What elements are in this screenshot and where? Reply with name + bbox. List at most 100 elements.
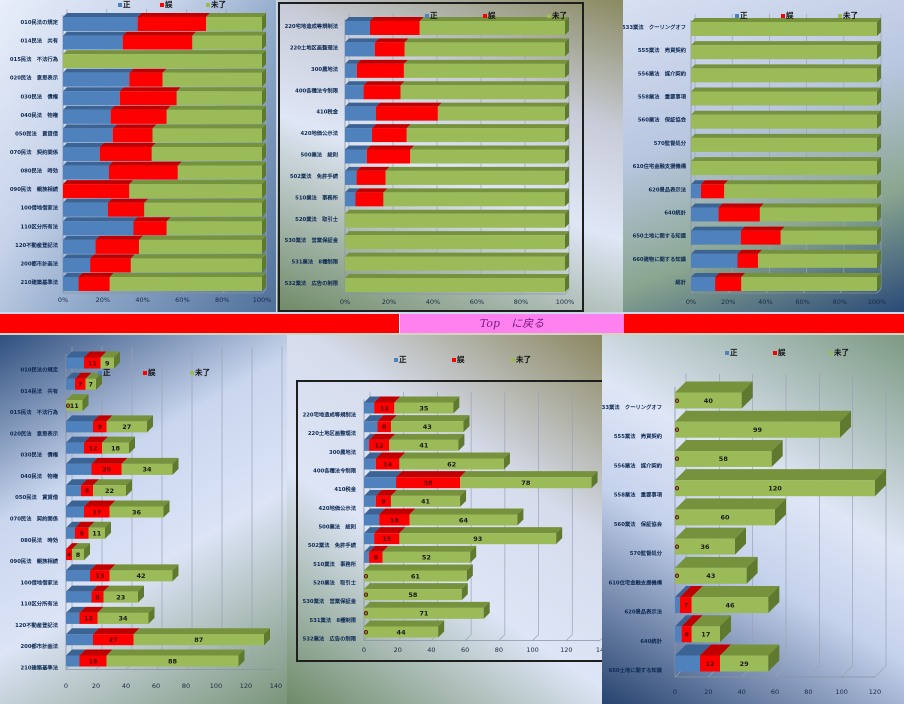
bar-segment-correct — [691, 277, 716, 291]
back-to-top-link[interactable]: Top に戻る — [399, 314, 624, 333]
data-label: 12 — [375, 442, 384, 450]
bar-segment-incomplete — [151, 147, 262, 161]
category-label: 510業法 事務所 — [313, 560, 357, 568]
category-label: 558業法 重要事項 — [614, 491, 663, 499]
category-label: 620景品表示法 — [624, 608, 662, 616]
bar-segment-correct — [66, 378, 75, 390]
bar-segment-incomplete — [88, 527, 105, 539]
category-label: 020民法 意思表示 — [10, 429, 59, 437]
data-label: 13 — [95, 572, 104, 580]
bar-segment-correct — [345, 63, 357, 78]
bar-top-wrong — [129, 68, 167, 73]
x-tick-label: 100 — [526, 646, 538, 654]
bar-segment-correct — [63, 258, 91, 273]
data-label: 29 — [740, 660, 750, 668]
bar-side — [877, 133, 881, 152]
bar-side — [877, 87, 881, 106]
bar-segment-wrong — [374, 402, 395, 414]
bar-segment-wrong — [99, 147, 152, 161]
legend-label: 未了 — [211, 0, 226, 9]
bar-segment-incomplete — [106, 421, 147, 433]
data-label: 12 — [705, 660, 714, 668]
bar-top-wrong — [93, 415, 113, 422]
bar-segment-correct — [66, 357, 84, 369]
legend-label: 未了 — [834, 347, 849, 357]
bar-side — [461, 583, 468, 601]
bar-side — [96, 372, 102, 390]
bar-top-correct — [63, 235, 100, 240]
bar-top-wrong — [133, 217, 171, 222]
data-label: 78 — [521, 479, 531, 487]
bar-top-incomplete — [364, 601, 490, 608]
bar-segment-incomplete — [102, 442, 129, 454]
bar-top-incomplete — [85, 372, 102, 379]
bar-top-incomplete — [390, 415, 470, 422]
category-label: 650土地に関する知識 — [609, 666, 663, 674]
bar-top-incomplete — [162, 68, 266, 73]
bar-top-wrong — [122, 31, 197, 36]
bar-segment-incomplete — [691, 626, 720, 643]
bar-segment-incomplete — [389, 439, 459, 451]
bar-side — [163, 500, 170, 518]
bar-top-wrong — [91, 457, 128, 464]
bar-top-wrong — [377, 415, 397, 422]
bar-side — [875, 469, 886, 497]
bar-top-correct — [345, 166, 361, 171]
bar-top-incomplete — [66, 394, 89, 401]
bar-segment-wrong — [110, 109, 167, 124]
bar-segment-wrong — [377, 421, 391, 433]
bar-segment-correct — [691, 230, 741, 245]
bar-segment-correct — [63, 128, 113, 143]
bar-segment-wrong — [375, 458, 400, 470]
category-label: 300農地法 — [329, 448, 357, 456]
bar-segment-wrong — [396, 477, 461, 489]
bar-segment-wrong — [379, 514, 410, 526]
x-tick-label: 20 — [704, 688, 712, 696]
gridline-floor — [275, 663, 283, 670]
bar-side — [503, 452, 510, 470]
data-label: 88 — [168, 657, 178, 665]
bar-top-correct — [66, 606, 86, 613]
bar-segment-incomplete — [691, 91, 877, 106]
bar-side — [565, 124, 569, 143]
bar-top-wrong — [700, 180, 729, 185]
legend-label: 正 — [123, 0, 131, 9]
category-label: 502業法 免許手続 — [290, 172, 339, 180]
bar-segment-incomplete — [390, 421, 464, 433]
bar-top-wrong — [356, 166, 390, 171]
bar-top-incomplete — [106, 649, 245, 656]
bar-side — [466, 564, 473, 582]
bar-side — [438, 620, 445, 638]
bar-top-incomplete — [93, 479, 132, 486]
bar-segment-wrong — [700, 655, 720, 672]
bar-segment-incomplete — [724, 184, 877, 199]
data-label: 12 — [84, 615, 93, 623]
bar-top-incomplete — [364, 620, 445, 627]
data-label: 87 — [194, 636, 203, 644]
bar-segment-correct — [66, 485, 81, 497]
bar-side — [775, 498, 786, 526]
legend-swatch-wrong — [143, 371, 147, 375]
bar-segment-incomplete — [675, 421, 840, 438]
category-label: 015民法 不法行為 — [10, 408, 59, 416]
data-label: 35 — [419, 404, 429, 412]
bar-segment-incomplete — [691, 114, 877, 129]
bar-top-incomplete — [394, 396, 460, 403]
bar-side — [768, 644, 780, 672]
bar-side — [517, 508, 524, 526]
gridline-floor — [532, 634, 539, 641]
bar-side — [262, 105, 266, 124]
category-label: 510業法 事務所 — [295, 193, 339, 201]
data-label: 17 — [701, 631, 710, 639]
x-tick-label: 0% — [58, 296, 68, 304]
data-label: 36 — [700, 543, 710, 551]
category-label: 640統計 — [664, 208, 686, 216]
data-label: 11 — [88, 359, 98, 367]
bar-top-incomplete — [720, 644, 780, 656]
bar-top-incomplete — [409, 508, 524, 515]
bar-segment-wrong — [93, 634, 134, 646]
bar-top-wrong — [99, 143, 156, 147]
bar-segment-incomplete — [691, 22, 877, 36]
bar-segment-wrong — [374, 533, 400, 545]
bar-side — [129, 436, 135, 454]
